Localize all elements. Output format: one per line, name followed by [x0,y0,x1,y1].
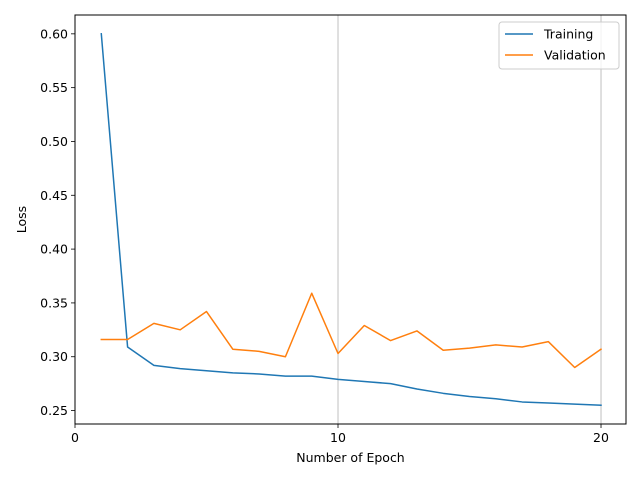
plot-frame [74,14,627,425]
series-lines [100,33,603,406]
x-tick-label: 20 [593,430,609,445]
y-tick-label: 0.35 [40,295,68,310]
y-tick-label: 0.30 [40,349,68,364]
x-tick-label: 10 [330,430,346,445]
series-line-training [100,33,602,406]
y-tick-label: 0.50 [40,134,68,149]
x-axis-label: Number of Epoch [296,450,404,465]
series-line-validation [100,292,603,369]
y-tick-label: 0.55 [40,80,68,95]
legend: Training Validation [498,21,620,70]
grid-lines [74,15,602,424]
axis-ticks: 0 10 20 0.25 0.30 0.35 0.40 0.45 0.50 0.55 0.60 [40,26,609,445]
y-axis-label: Loss [14,206,29,233]
legend-label-training: Training [543,27,593,42]
y-tick-label: 0.60 [40,26,68,41]
legend-label-validation: Validation [544,48,606,63]
y-tick-label: 0.45 [40,188,68,203]
y-tick-label: 0.40 [40,242,68,257]
x-tick-label: 0 [71,430,79,445]
y-tick-label: 0.25 [40,403,68,418]
